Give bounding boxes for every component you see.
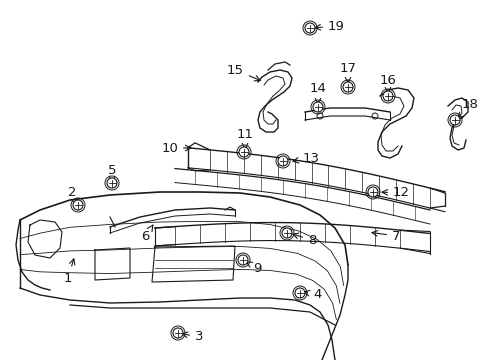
Circle shape xyxy=(239,147,248,157)
Text: 17: 17 xyxy=(339,62,356,83)
Circle shape xyxy=(278,156,287,166)
Text: 15: 15 xyxy=(226,63,260,81)
Text: 8: 8 xyxy=(292,233,316,247)
Circle shape xyxy=(312,102,323,112)
Circle shape xyxy=(294,288,305,298)
Circle shape xyxy=(282,228,291,238)
Text: 6: 6 xyxy=(141,225,153,243)
Circle shape xyxy=(449,115,459,125)
Circle shape xyxy=(342,82,352,92)
Circle shape xyxy=(367,187,377,197)
Text: 12: 12 xyxy=(381,186,409,199)
Text: 4: 4 xyxy=(304,288,321,302)
Text: 5: 5 xyxy=(107,163,116,182)
Text: 19: 19 xyxy=(314,19,344,32)
Circle shape xyxy=(238,255,247,265)
Text: 10: 10 xyxy=(161,141,191,154)
Text: 13: 13 xyxy=(292,152,319,165)
Text: 1: 1 xyxy=(63,259,75,284)
Text: 16: 16 xyxy=(379,73,396,93)
Text: 3: 3 xyxy=(182,330,203,343)
Text: 9: 9 xyxy=(246,261,261,274)
Circle shape xyxy=(73,200,83,210)
Text: 2: 2 xyxy=(68,186,78,205)
Text: 11: 11 xyxy=(236,129,253,149)
Circle shape xyxy=(305,23,314,33)
Text: 14: 14 xyxy=(309,82,326,104)
Circle shape xyxy=(382,91,392,101)
Text: 18: 18 xyxy=(457,99,478,118)
Text: 7: 7 xyxy=(371,230,400,243)
Circle shape xyxy=(173,328,183,338)
Circle shape xyxy=(107,178,117,188)
